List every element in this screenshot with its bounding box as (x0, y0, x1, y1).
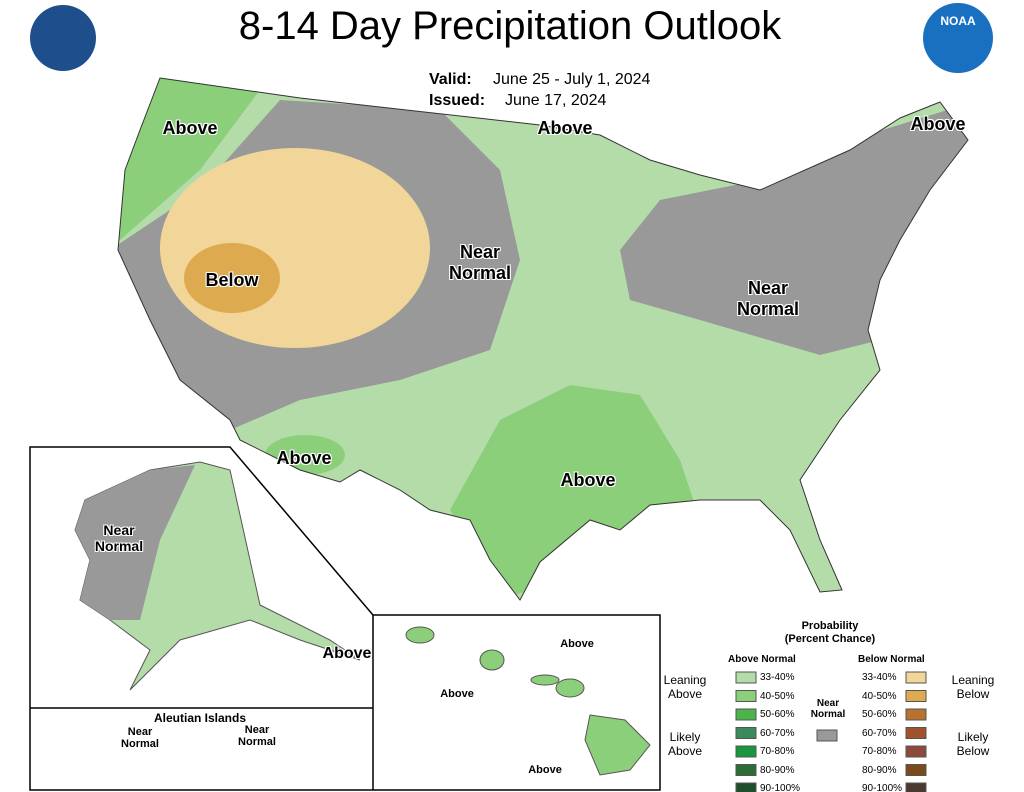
swatch (735, 708, 757, 721)
hawaii-label: Above (440, 688, 474, 700)
issued-label: Issued: (429, 92, 486, 109)
issued: June 17, 2024 (505, 92, 607, 109)
aleutian-label: Near Normal (238, 724, 276, 748)
legend-item-label: 40-50% (862, 690, 897, 702)
map-label: Above (560, 470, 616, 490)
map-label: Below (205, 270, 259, 290)
noaa-logo (923, 3, 993, 73)
hawaii-label: Above (560, 638, 594, 650)
swatch (735, 764, 757, 776)
map-label: Above (162, 118, 218, 138)
map-label: Above (276, 448, 332, 468)
legend-item-label: 33-40% (760, 672, 795, 683)
swatch (905, 764, 927, 776)
map-label: Above (910, 114, 966, 134)
legend-item-label: 50-60% (862, 709, 897, 720)
leaning-above: Leaning Above (663, 673, 707, 701)
swatch (905, 708, 927, 721)
swatch (735, 727, 757, 739)
hawaii-label: Above (528, 764, 562, 776)
legend-item-label: 60-70% (760, 727, 795, 739)
valid: June 25 - July 1, 2024 (493, 71, 651, 88)
alaska-label: Near Normal (94, 522, 144, 554)
commerce-logo (30, 5, 96, 71)
swatch (905, 782, 927, 792)
legend-item-label: 90-100% (760, 783, 801, 792)
swatch (905, 745, 927, 758)
map-label: Near Normal (448, 242, 511, 283)
map-label: Near Normal (736, 278, 799, 319)
leaning-below: Leaning Below (951, 673, 995, 701)
legend-item-label: 60-70% (862, 727, 897, 739)
likely-below: Likely Below (956, 730, 990, 758)
above-header: Above Normal (728, 654, 796, 665)
legend-item-label: 50-60% (760, 709, 795, 720)
swatch (816, 729, 838, 742)
near-normal-label: Near Normal (810, 698, 846, 720)
swatch (735, 690, 757, 702)
swatch (905, 671, 927, 684)
below-header: Below Normal (858, 654, 925, 665)
legend-item-label: 70-80% (862, 746, 897, 757)
alaska-label: Above (322, 645, 372, 662)
swatch (735, 745, 757, 758)
swatch (905, 690, 927, 702)
legend-subtitle: (Percent Chance) (784, 633, 876, 645)
title: 8-14 Day Precipitation Outlook (238, 4, 782, 48)
legend-item-label: 33-40% (862, 672, 897, 683)
swatch (735, 782, 757, 792)
legend-item-label: 70-80% (760, 746, 795, 757)
map-label: Above (537, 118, 593, 138)
legend-title: Probability (801, 620, 859, 632)
likely-above: Likely Above (667, 730, 703, 758)
aleutian-label: Near Normal (121, 726, 159, 750)
swatch (735, 671, 757, 684)
legend-item-label: 40-50% (760, 690, 795, 702)
noaa-text: NOAA (940, 14, 976, 28)
swatch (905, 727, 927, 739)
legend-item-label: 80-90% (862, 764, 897, 776)
legend-swatches (735, 671, 927, 792)
legend-item-label: 90-100% (862, 783, 903, 792)
aleutian-title: Aleutian Islands (153, 711, 247, 725)
valid-label: Valid: (429, 71, 472, 88)
legend-item-label: 80-90% (760, 764, 795, 776)
